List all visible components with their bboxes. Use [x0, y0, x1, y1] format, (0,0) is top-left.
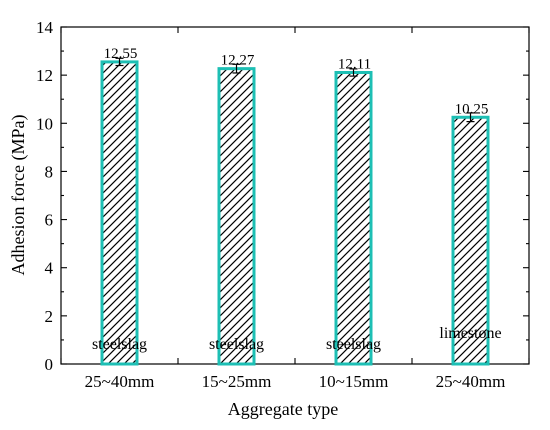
material-label: steelslag [326, 336, 381, 353]
bar [451, 115, 490, 366]
bar [334, 70, 373, 366]
material-label: steelslag [92, 336, 147, 353]
y-tick-label: 10 [36, 114, 53, 133]
material-label: limestone [439, 325, 501, 342]
x-tick-label: 10~15mm [319, 372, 389, 391]
data-label: 12.27 [221, 53, 255, 69]
x-tick-label: 15~25mm [202, 372, 272, 391]
y-axis-title: Adhesion force (MPa) [8, 115, 29, 276]
y-tick-label: 6 [45, 211, 54, 230]
y-tick-label: 4 [45, 259, 54, 278]
x-tick-label: 25~40mm [436, 372, 506, 391]
y-tick-label: 8 [45, 162, 54, 181]
data-label: 12.11 [338, 56, 371, 72]
plot-area: 0 2 4 6 8 10 12 14 12.55 steelslag 25~40mm 12.27 ste… [36, 18, 530, 391]
x-tick-label: 25~40mm [85, 372, 155, 391]
y-tick-label: 12 [36, 66, 53, 85]
y-tick-label: 2 [45, 307, 54, 326]
x-axis-title: Aggregate type [228, 399, 338, 419]
y-tick-label: 0 [45, 355, 54, 374]
material-label: steelslag [209, 336, 264, 353]
bar [100, 60, 139, 366]
y-tick-label: 14 [36, 18, 54, 37]
bar [217, 67, 256, 366]
data-label: 12.55 [104, 46, 138, 62]
data-label: 10.25 [455, 101, 489, 117]
